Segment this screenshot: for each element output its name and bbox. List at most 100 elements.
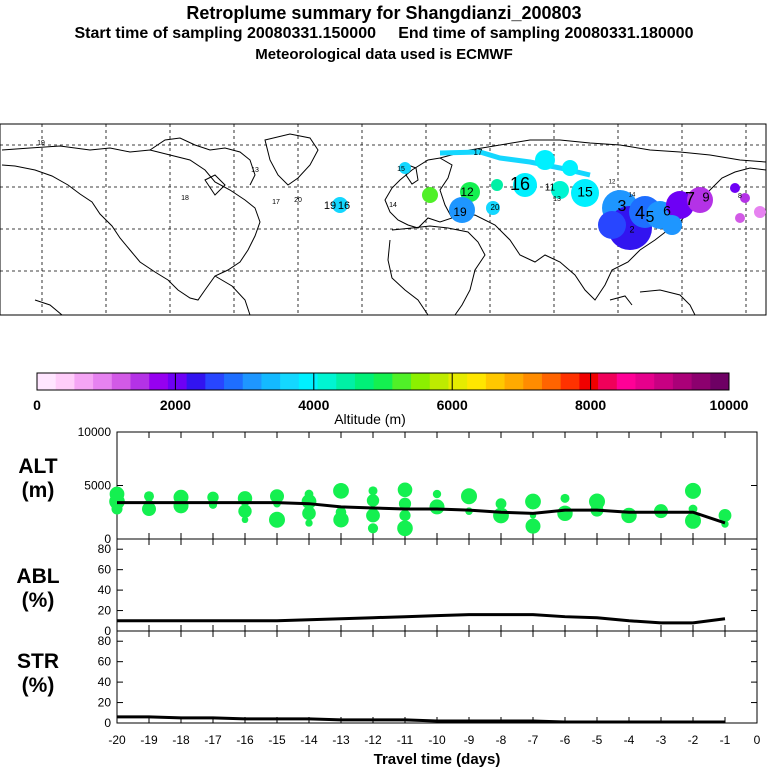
colorbar-swatch xyxy=(242,373,262,390)
altitude-point xyxy=(366,508,380,523)
x-tick-label: -3 xyxy=(656,733,667,747)
panel-label: (%) xyxy=(22,674,55,697)
y-tick-label: 80 xyxy=(98,542,112,556)
plume-day-label: 2 xyxy=(629,224,634,234)
plume-day-label: 8 xyxy=(738,193,742,200)
x-tick-label: -17 xyxy=(204,733,222,747)
colorbar-swatch xyxy=(186,373,206,390)
plume-day-label: 12 xyxy=(460,185,474,199)
x-tick-label: -13 xyxy=(332,733,350,747)
altitude-point xyxy=(144,491,154,502)
colorbar-swatch xyxy=(55,373,75,390)
altitude-point xyxy=(525,518,541,534)
plume-marker xyxy=(460,182,480,202)
colorbar-swatch xyxy=(261,373,281,390)
plume-day-label: 12 xyxy=(609,180,616,186)
plume-marker xyxy=(687,187,713,213)
altitude-point xyxy=(305,519,313,527)
colorbar-swatch xyxy=(560,373,580,390)
altitude-point xyxy=(589,493,605,510)
plume-day-label: 11 xyxy=(545,183,556,194)
altitude-point xyxy=(366,494,380,507)
plume-day-label: 20 xyxy=(491,203,500,212)
panel-frame xyxy=(116,538,758,632)
met-data-line: Meteorological data used is ECMWF xyxy=(255,46,513,63)
panel-label: ALT xyxy=(18,455,57,478)
colorbar-tick-label: 4000 xyxy=(298,397,329,413)
colorbar-tick-label: 2000 xyxy=(160,397,191,413)
colorbar-swatch xyxy=(710,373,730,390)
y-tick-label: 0 xyxy=(104,532,111,546)
str-line xyxy=(117,715,725,724)
plume-marker xyxy=(551,181,569,199)
abl-line xyxy=(117,613,726,625)
altitude-point xyxy=(560,493,570,503)
altitude-point xyxy=(302,506,316,521)
colorbar-swatch xyxy=(336,373,356,390)
colorbar-tick-label: 0 xyxy=(33,397,41,413)
colorbar-swatch xyxy=(616,373,636,390)
plume-day-label: 14 xyxy=(389,202,397,209)
colorbar-swatch xyxy=(467,373,487,390)
plume-marker xyxy=(399,162,411,174)
plume-day-label: 15 xyxy=(577,184,593,200)
altitude-point xyxy=(270,489,284,504)
altitude-point xyxy=(397,520,413,537)
panel-frame xyxy=(116,630,758,724)
colorbar-swatch xyxy=(429,373,449,390)
plume-marker xyxy=(486,201,500,215)
plume-day-label: 13 xyxy=(553,196,561,203)
colorbar-swatch xyxy=(317,373,337,390)
plume-day-label: 3 xyxy=(618,198,627,215)
colorbar-swatch xyxy=(130,373,150,390)
colorbar-swatch xyxy=(411,373,431,390)
panel-label: (m) xyxy=(22,479,55,502)
panel-label: (%) xyxy=(22,589,55,612)
panel-abl: 80 60 40 20 0 ABL(%) xyxy=(16,538,758,638)
x-tick-label: -4 xyxy=(624,733,635,747)
y-tick-label: 0 xyxy=(104,624,111,638)
colorbar-swatch xyxy=(149,373,169,390)
altitude-point xyxy=(397,482,413,498)
y-tick-label: 60 xyxy=(98,563,112,577)
plume-day-label: 20 xyxy=(294,197,302,204)
colorbar-swatch xyxy=(205,373,225,390)
time-series-panels: 1000050000ALT(m)806040200ABL(%)806040200… xyxy=(16,425,760,747)
plume-marker xyxy=(513,173,537,197)
altitude-point xyxy=(432,489,442,499)
plume-day-label: 14 xyxy=(629,193,636,199)
colorbar-swatch xyxy=(392,373,412,390)
plume-day-label: 16 xyxy=(338,200,350,212)
altitude-point xyxy=(173,498,189,514)
colorbar-swatch xyxy=(448,373,468,390)
sampling-times: Start time of sampling 20080331.150000 E… xyxy=(74,25,694,42)
x-tick-label: -8 xyxy=(496,733,507,747)
altitude-point xyxy=(429,499,445,515)
altitude-point xyxy=(238,504,252,518)
y-tick-label: 40 xyxy=(98,583,112,597)
plume-day-label: 13 xyxy=(251,167,259,174)
y-tick-label: 20 xyxy=(98,604,112,618)
x-tick-label: -11 xyxy=(397,733,414,747)
colorbar-swatch xyxy=(74,373,94,390)
plume-marker xyxy=(422,187,438,203)
plume-marker xyxy=(491,179,503,191)
plume-day-label: 19 xyxy=(324,200,336,212)
x-tick-label: -16 xyxy=(236,733,254,747)
altitude-point xyxy=(333,512,349,528)
x-tick-label: -20 xyxy=(108,733,126,747)
altitude-point xyxy=(621,507,637,524)
colorbar-swatch xyxy=(280,373,300,390)
panel-label: STR xyxy=(17,650,59,673)
plume-marker xyxy=(735,213,745,223)
plume-marker xyxy=(730,183,740,193)
x-tick-label: -10 xyxy=(428,733,446,747)
altitude-colorbar: 0 2000 4000 6000 8000 10000 xyxy=(33,372,749,413)
x-tick-label: -2 xyxy=(688,733,699,747)
colorbar-swatch xyxy=(635,373,655,390)
altitude-point xyxy=(557,505,573,522)
